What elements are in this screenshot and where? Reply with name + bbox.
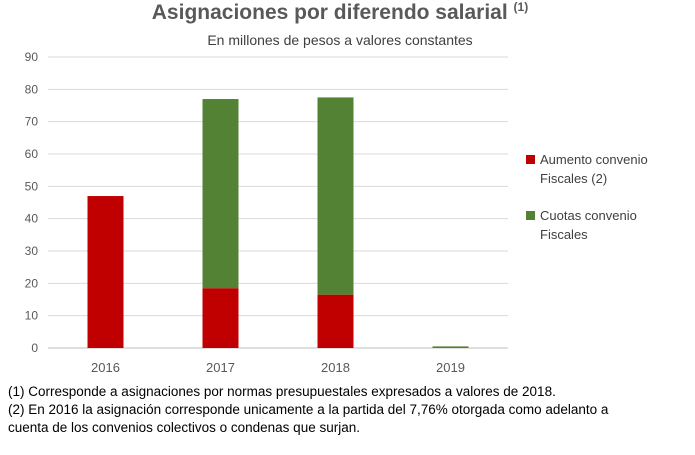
legend-label-cuotas-line2: Fiscales — [540, 227, 588, 242]
x-tick-label-2018: 2018 — [321, 360, 350, 375]
footnotes: (1) Corresponde a asignaciones por norma… — [8, 383, 688, 437]
legend-swatch-aumento — [526, 155, 535, 164]
y-tick-label-30: 30 — [25, 244, 39, 258]
footnote-2-continued: cuenta de los convenios colectivos o con… — [8, 420, 360, 435]
legend-swatch-cuotas — [526, 211, 535, 220]
y-tick-label-40: 40 — [25, 212, 39, 226]
chart-title-text: Asignaciones por diferendo salarial — [151, 1, 508, 24]
y-tick-label-80: 80 — [25, 82, 39, 96]
y-tick-label-70: 70 — [25, 115, 39, 129]
y-axis-ticks: 0 10 20 30 40 50 60 70 80 90 — [25, 50, 39, 355]
bar-2018-series-0 — [317, 294, 354, 348]
y-tick-label-50: 50 — [25, 179, 39, 193]
y-tick-label-90: 90 — [25, 50, 39, 64]
footnote-1: (1) Corresponde a asignaciones por norma… — [8, 384, 556, 399]
footnote-2: (2) En 2016 la asignación corresponde un… — [8, 402, 609, 417]
y-tick-label-60: 60 — [25, 147, 39, 161]
legend-label-aumento: Aumento convenio Fiscales (2) — [540, 150, 680, 188]
bar-2016-series-0 — [87, 196, 124, 348]
x-tick-label-2019: 2019 — [436, 360, 465, 375]
x-tick-label-2016: 2016 — [91, 360, 120, 375]
bar-2017-series-1 — [202, 99, 239, 289]
x-axis-ticks: 2016 2017 2018 2019 — [91, 360, 465, 375]
bar-2017-series-0 — [202, 288, 239, 348]
bar-2018-series-1 — [317, 97, 354, 295]
legend-label-cuotas-line1: Cuotas convenio — [540, 208, 637, 223]
bar-2019-series-1 — [432, 346, 469, 348]
chart-subtitle: En millones de pesos a valores constante… — [207, 32, 473, 48]
legend-label-cuotas: Cuotas convenio Fiscales — [540, 206, 680, 244]
bar-chart: 0 10 20 30 40 50 60 70 80 90 2016 2017 2018 2019 — [25, 50, 508, 375]
x-tick-label-2017: 2017 — [206, 360, 235, 375]
gridlines — [48, 56, 508, 349]
y-tick-label-20: 20 — [25, 276, 39, 290]
y-tick-label-0: 0 — [31, 341, 38, 355]
legend-label-aumento-line1: Aumento convenio — [540, 152, 648, 167]
chart-title: Asignaciones por diferendo salarial (1) — [0, 0, 680, 25]
legend-label-aumento-line2: Fiscales (2) — [540, 171, 608, 186]
bars — [87, 97, 469, 348]
title-footnote-ref: (1) — [513, 0, 529, 14]
y-tick-label-10: 10 — [25, 309, 39, 323]
